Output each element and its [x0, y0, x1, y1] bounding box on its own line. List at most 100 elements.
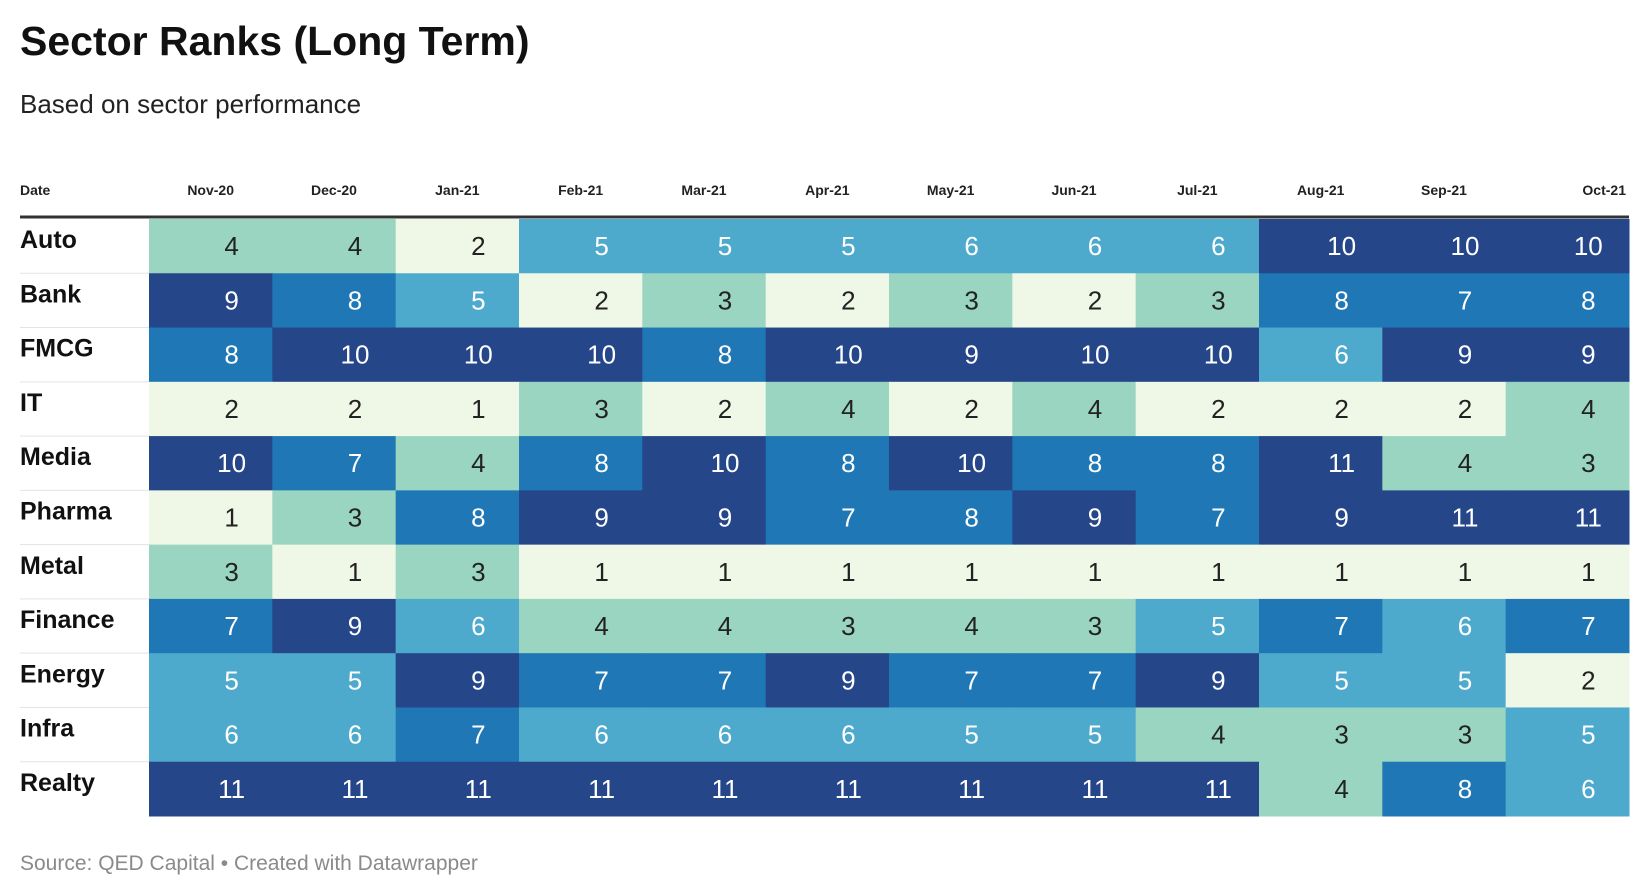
cell-value: 2	[1334, 394, 1348, 424]
heatmap-cell	[889, 653, 1013, 708]
heatmap-cell	[149, 273, 273, 329]
cell-value: 8	[224, 340, 238, 370]
heatmap-cell	[1135, 219, 1260, 274]
chart-subtitle: Based on sector performance	[20, 89, 362, 119]
heatmap-cell	[519, 544, 643, 600]
column-header: Dec-20	[311, 182, 357, 198]
row-label: Finance	[20, 606, 115, 634]
cell-value: 10	[711, 448, 740, 478]
cell-value: 1	[348, 557, 362, 587]
cell-value: 6	[1088, 231, 1102, 261]
cell-value: 6	[348, 720, 362, 750]
heatmap-cell	[889, 327, 1013, 383]
row-label: Pharma	[20, 498, 113, 526]
heatmap-cells: 4 4 2 5 5 5 6 6 6 10 10 10 9 8 5 2 3 2 3 2 3 8 7 8 8 10 10 10 8 10 9 10…	[149, 219, 1630, 817]
heatmap-cell	[395, 219, 520, 274]
column-header: Oct-21	[1582, 182, 1626, 198]
heatmap-cell	[519, 327, 643, 383]
heatmap-cell	[272, 598, 397, 654]
cell-value: 8	[348, 285, 362, 315]
heatmap-cell	[1259, 219, 1383, 274]
heatmap-cell	[519, 653, 643, 708]
cell-value: 1	[1334, 557, 1348, 587]
heatmap-cell	[1012, 653, 1137, 708]
heatmap-cell	[1505, 653, 1630, 708]
heatmap-cell	[395, 490, 520, 546]
cell-value: 11	[465, 774, 492, 804]
cell-value: 5	[718, 231, 732, 261]
cell-value: 1	[1088, 557, 1102, 587]
cell-value: 8	[471, 503, 485, 533]
cell-value: 8	[1458, 774, 1472, 804]
cell-value: 2	[964, 394, 978, 424]
cell-value: 9	[1211, 665, 1225, 695]
heatmap-cell	[149, 707, 273, 763]
heatmap-cell	[1382, 490, 1507, 546]
cell-value: 5	[964, 720, 978, 750]
cell-value: 1	[841, 557, 855, 587]
cell-value: 9	[964, 340, 978, 370]
heatmap-cell	[149, 219, 273, 274]
cell-value: 4	[224, 231, 238, 261]
cell-value: 2	[471, 231, 485, 261]
cell-value: 11	[1205, 774, 1232, 804]
cell-value: 5	[1334, 665, 1348, 695]
column-header: Jan-21	[435, 182, 480, 198]
heatmap-cell	[149, 436, 273, 491]
heatmap-cell	[149, 761, 273, 817]
cell-value: 8	[964, 503, 978, 533]
heatmap-cell	[1012, 219, 1137, 274]
heatmap-cell	[1012, 598, 1137, 654]
heatmap-cell	[765, 219, 890, 274]
cell-value: 6	[964, 231, 978, 261]
cell-value: 6	[1211, 231, 1225, 261]
heatmap-cell	[395, 707, 520, 763]
cell-value: 10	[1327, 231, 1356, 261]
cell-value: 3	[718, 285, 732, 315]
heatmap-cell	[519, 219, 643, 274]
cell-value: 10	[217, 448, 246, 478]
heatmap-cell	[765, 761, 890, 817]
cell-value: 4	[964, 611, 978, 641]
heatmap-cell	[272, 273, 397, 329]
cell-value: 9	[1088, 503, 1102, 533]
cell-value: 5	[1581, 720, 1595, 750]
column-header: Feb-21	[558, 182, 603, 198]
cell-value: 8	[1211, 448, 1225, 478]
cell-value: 6	[1458, 611, 1472, 641]
heatmap-cell	[519, 273, 643, 329]
cell-value: 1	[224, 503, 238, 533]
cell-value: 6	[841, 720, 855, 750]
heatmap-cell	[765, 381, 890, 437]
cell-value: 5	[224, 665, 238, 695]
cell-value: 10	[957, 448, 986, 478]
cell-value: 3	[471, 557, 485, 587]
heatmap-cell	[519, 707, 643, 763]
cell-value: 2	[718, 394, 732, 424]
cell-value: 1	[471, 394, 485, 424]
heatmap-cell	[1135, 653, 1260, 708]
row-label: Infra	[20, 715, 75, 743]
cell-value: 11	[218, 774, 245, 804]
row-label: Bank	[20, 280, 81, 308]
heatmap-cell	[519, 598, 643, 654]
cell-value: 3	[594, 394, 608, 424]
row-label: FMCG	[20, 335, 94, 363]
cell-value: 7	[471, 720, 485, 750]
row-labels: Auto Bank FMCG IT Media Pharma Metal Finance Ene…	[20, 226, 115, 797]
cell-value: 11	[341, 774, 368, 804]
cell-value: 10	[464, 340, 493, 370]
heatmap-cell	[1382, 273, 1507, 329]
cell-value: 11	[588, 774, 615, 804]
row-label: Media	[20, 443, 92, 471]
heatmap-cell	[765, 544, 890, 600]
cell-value: 1	[594, 557, 608, 587]
cell-value: 3	[1088, 611, 1102, 641]
heatmap-cell	[642, 436, 767, 491]
cell-value: 4	[1211, 720, 1225, 750]
heatmap-cell	[272, 490, 397, 546]
heatmap-cell	[642, 273, 767, 329]
cell-value: 2	[1088, 285, 1102, 315]
cell-value: 7	[1581, 611, 1595, 641]
